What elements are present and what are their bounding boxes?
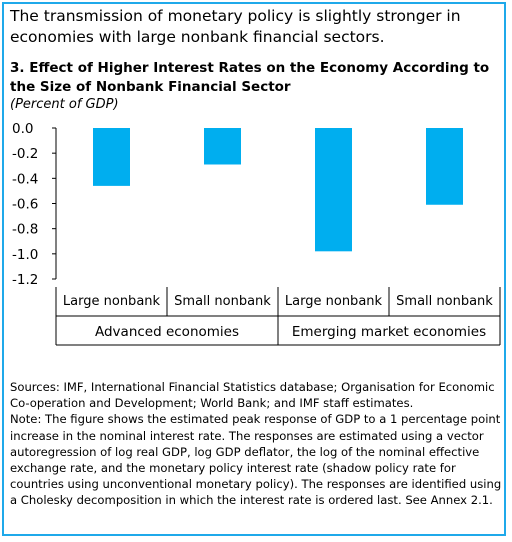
y-tick-label: 0.0 [12,121,33,137]
x-category-label: Large nonbank [285,294,383,309]
x-group-label: Emerging market economies [292,324,486,340]
chart-subtitle: (Percent of GDP) [10,97,119,112]
notes-block: Sources: IMF, International Financial St… [10,379,506,509]
x-category-label: Large nonbank [63,294,161,309]
chart-title: 3. Effect of Higher Interest Rates on th… [10,60,490,95]
x-group-label: Advanced economies [95,324,239,340]
y-tick-label: -1.0 [12,247,38,263]
headline: The transmission of monetary policy is s… [10,7,461,46]
y-tick-label: -0.2 [12,146,38,162]
bar-4 [426,128,463,205]
note-text: Note: The figure shows the estimated pea… [10,412,502,508]
y-tick-label: -0.8 [12,222,38,238]
bar-3 [315,128,352,252]
bar-1 [93,128,130,186]
x-category-label: Small nonbank [174,294,271,309]
bar-2 [204,128,241,165]
y-tick-label: -1.2 [12,272,38,288]
figure-frame [2,2,506,536]
sources-text: Sources: IMF, International Financial St… [10,380,495,411]
x-category-label: Small nonbank [396,294,493,309]
y-tick-label: -0.6 [12,197,38,213]
y-tick-label: -0.4 [12,171,38,187]
